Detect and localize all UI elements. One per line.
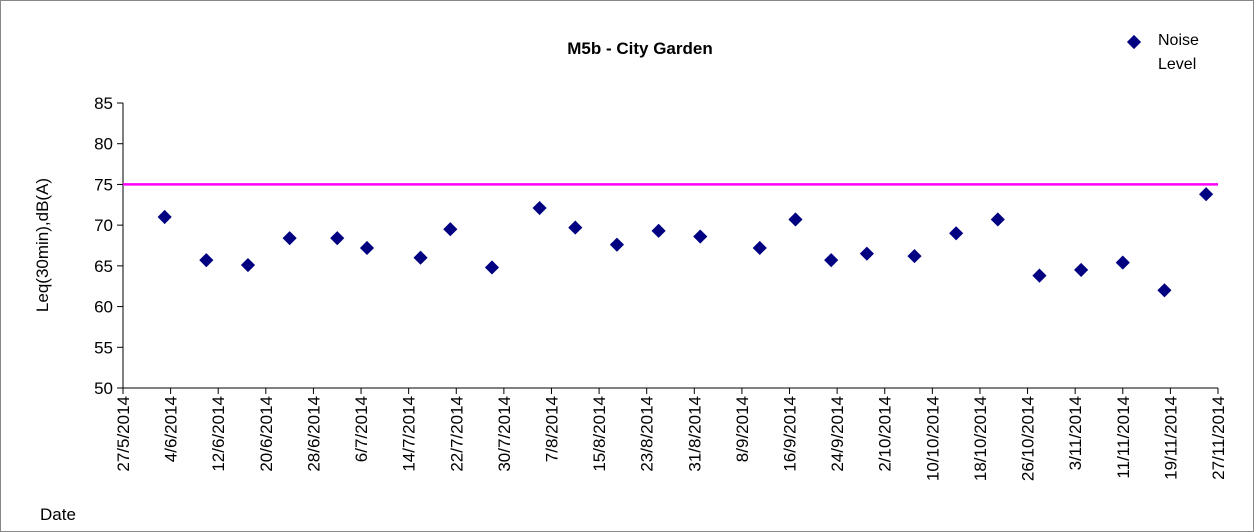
data-point (752, 240, 767, 256)
x-tick-label: 15/8/2014 (590, 396, 609, 472)
data-point (1199, 187, 1214, 202)
data-point (330, 231, 345, 246)
y-tick-label: 85 (94, 94, 113, 113)
data-point (359, 240, 375, 256)
x-tick-label: 14/7/2014 (400, 396, 419, 472)
y-tick-label: 65 (94, 257, 113, 276)
data-point (157, 209, 172, 225)
y-tick-label: 55 (94, 338, 113, 357)
x-tick-label: 27/5/2014 (114, 396, 133, 472)
chart-title: M5b - City Garden (567, 39, 712, 58)
data-point (907, 249, 922, 264)
data-point (693, 229, 708, 244)
data-point (484, 260, 500, 275)
x-tick-label: 2/10/2014 (876, 396, 895, 472)
data-point (568, 220, 583, 235)
y-tick-label: 80 (94, 135, 113, 154)
data-point (788, 212, 803, 227)
x-tick-label: 8/9/2014 (733, 396, 752, 462)
legend-label: Noise Level (1158, 32, 1199, 73)
data-point (609, 237, 625, 252)
y-tick-label: 50 (94, 379, 113, 398)
data-point (1074, 262, 1089, 277)
x-tick-label: 3/11/2014 (1066, 396, 1085, 470)
x-tick-label: 20/6/2014 (257, 396, 276, 472)
y-tick-label: 75 (94, 175, 113, 194)
x-tick-label: 19/11/2014 (1161, 396, 1180, 480)
x-tick-label: 27/11/2014 (1209, 396, 1228, 480)
x-tick-label: 30/7/2014 (495, 396, 514, 472)
data-point (990, 212, 1005, 227)
data-point (1115, 255, 1130, 270)
data-point (240, 257, 256, 273)
data-point (199, 253, 214, 268)
x-tick-label: 4/6/2014 (162, 396, 181, 462)
x-tick-label: 23/8/2014 (638, 396, 657, 472)
x-axis-label: Date (40, 505, 76, 524)
x-tick-label: 28/6/2014 (304, 396, 323, 472)
y-axis-label: Leq(30min),dB(A) (33, 178, 52, 312)
x-tick-label: 24/9/2014 (828, 396, 847, 472)
data-point (443, 222, 458, 237)
x-tick-label: 11/11/2014 (1114, 396, 1133, 479)
data-point (859, 246, 874, 261)
data-point (651, 223, 666, 238)
data-point (1032, 268, 1047, 283)
data-point (949, 226, 964, 241)
x-tick-label: 10/10/2014 (923, 396, 942, 481)
x-tick-label: 26/10/2014 (1019, 396, 1038, 481)
x-tick-label: 7/8/2014 (542, 396, 561, 462)
y-tick-label: 60 (94, 298, 113, 317)
x-tick-label: 12/6/2014 (209, 396, 228, 472)
data-point (1157, 283, 1172, 298)
data-point (824, 253, 839, 268)
x-tick-label: 22/7/2014 (447, 396, 466, 472)
y-tick-label: 70 (94, 216, 113, 235)
x-tick-label: 18/10/2014 (971, 396, 990, 481)
x-tick-label: 16/9/2014 (781, 396, 800, 472)
x-tick-label: 31/8/2014 (685, 396, 704, 472)
data-point (413, 250, 428, 265)
legend-marker (1126, 34, 1142, 50)
data-point (282, 231, 297, 246)
data-point (532, 200, 547, 216)
x-tick-label: 6/7/2014 (352, 396, 371, 462)
